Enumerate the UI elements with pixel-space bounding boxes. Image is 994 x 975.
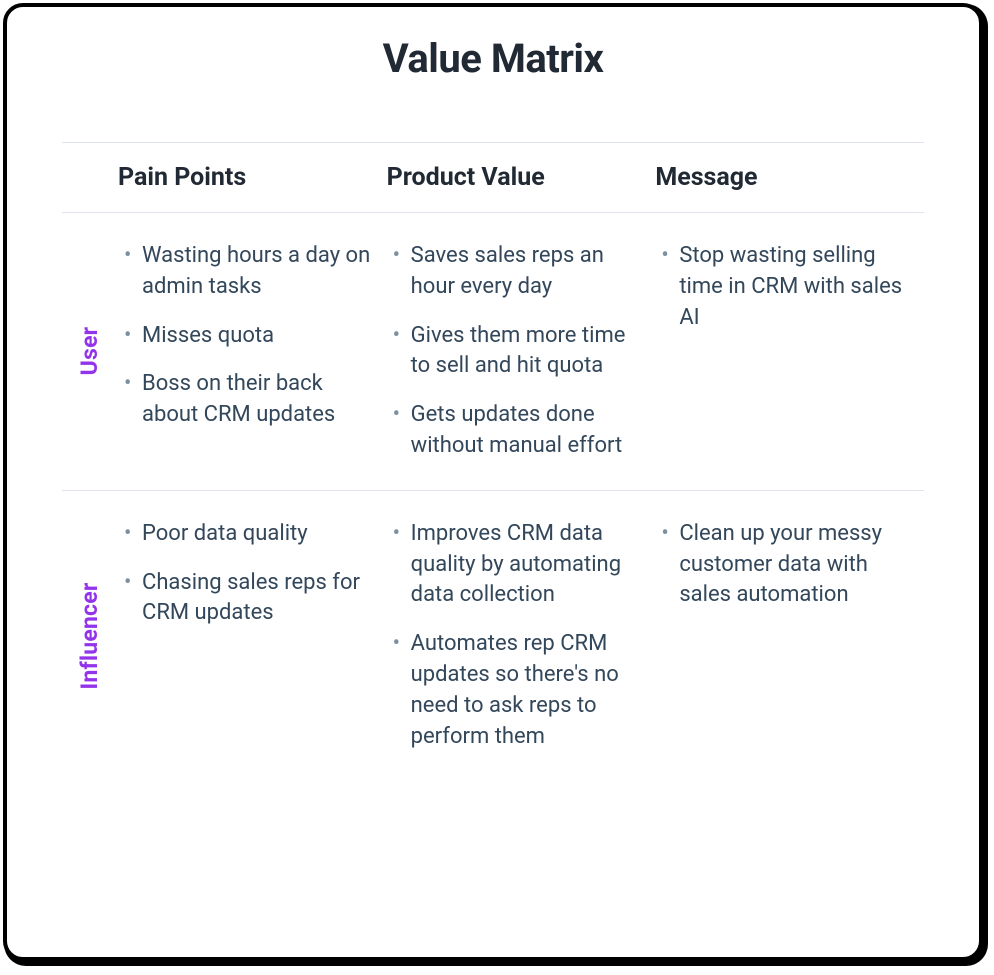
list-item: Saves sales reps an hour every day [411, 241, 640, 303]
list-item: Gets updates done without manual effort [411, 400, 640, 462]
list-item: Gives them more time to sell and hit quo… [411, 321, 640, 383]
cell-influencer-product-value: Improves CRM data quality by automating … [387, 490, 656, 780]
page-title: Value Matrix [62, 35, 924, 82]
list-item: Improves CRM data quality by automating … [411, 519, 640, 611]
list-item: Clean up your messy customer data with s… [679, 519, 908, 611]
column-header-pain-points: Pain Points [118, 143, 387, 213]
column-header-message: Message [655, 143, 924, 213]
table-header-row: Pain Points Product Value Message [62, 143, 924, 213]
list-item: Poor data quality [142, 519, 371, 550]
bullet-list: Improves CRM data quality by automating … [387, 519, 640, 753]
list-item: Boss on their back about CRM updates [142, 369, 371, 431]
list-item: Misses quota [142, 321, 371, 352]
list-item: Chasing sales reps for CRM updates [142, 568, 371, 630]
bullet-list: Clean up your messy customer data with s… [655, 519, 908, 611]
bullet-list: Poor data quality Chasing sales reps for… [118, 519, 371, 629]
row-label-influencer: Influencer [74, 582, 106, 689]
cell-user-pain-points: Wasting hours a day on admin tasks Misse… [118, 213, 387, 491]
list-item: Automates rep CRM updates so there's no … [411, 629, 640, 752]
row-label-cell-user: User [62, 213, 118, 491]
value-matrix-card: Value Matrix Pain Points Product Value M… [3, 3, 983, 961]
table-row: Influencer Poor data quality Chasing sal… [62, 490, 924, 780]
column-header-product-value: Product Value [387, 143, 656, 213]
cell-user-message: Stop wasting selling time in CRM with sa… [655, 213, 924, 491]
table-row: User Wasting hours a day on admin tasks … [62, 213, 924, 491]
cell-influencer-message: Clean up your messy customer data with s… [655, 490, 924, 780]
bullet-list: Saves sales reps an hour every day Gives… [387, 241, 640, 462]
value-matrix-table: Pain Points Product Value Message User W… [62, 142, 924, 780]
row-label-user: User [74, 327, 106, 376]
row-label-cell-influencer: Influencer [62, 490, 118, 780]
cell-influencer-pain-points: Poor data quality Chasing sales reps for… [118, 490, 387, 780]
list-item: Stop wasting selling time in CRM with sa… [679, 241, 908, 333]
bullet-list: Wasting hours a day on admin tasks Misse… [118, 241, 371, 431]
cell-user-product-value: Saves sales reps an hour every day Gives… [387, 213, 656, 491]
header-spacer [62, 143, 118, 213]
list-item: Wasting hours a day on admin tasks [142, 241, 371, 303]
bullet-list: Stop wasting selling time in CRM with sa… [655, 241, 908, 333]
